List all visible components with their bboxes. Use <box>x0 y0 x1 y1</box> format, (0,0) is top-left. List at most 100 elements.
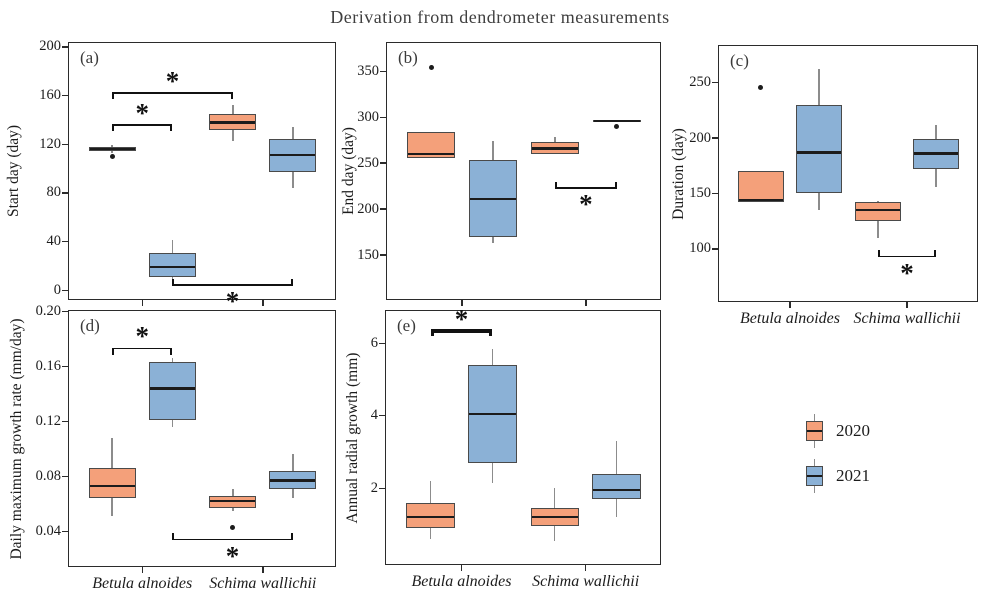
significance-bracket <box>112 347 173 350</box>
outlier-schima-wallichii-2020 <box>230 524 236 530</box>
significance-star: * <box>225 286 240 317</box>
whisker-upper-betula-alnoides-2021 <box>492 141 494 161</box>
significance-bracket-end <box>430 329 434 337</box>
y-tick <box>712 137 718 139</box>
outlier-betula-alnoides-2020 <box>758 84 764 90</box>
whisker-upper-betula-alnoides-2020 <box>429 480 432 503</box>
x-axis-label-schima-wallichii: Schima wallichii <box>532 573 640 590</box>
significance-star: * <box>900 257 914 288</box>
y-axis-title-b: End day (day) <box>340 127 357 215</box>
y-tick <box>380 162 386 164</box>
box-betula-alnoides-2020 <box>406 502 455 529</box>
y-tick-label: 200 <box>689 129 711 146</box>
significance-bracket-end <box>614 181 617 189</box>
whisker-upper-schima-wallichii-2020 <box>877 201 879 203</box>
box-schima-wallichii-2020 <box>855 202 901 222</box>
y-tick-label: 0.12 <box>35 412 61 429</box>
outlier-betula-alnoides-2020 <box>109 153 115 159</box>
whisker-upper-betula-alnoides-2021 <box>491 348 494 366</box>
y-tick-label: 150 <box>689 184 711 201</box>
significance-bracket <box>112 92 233 94</box>
whisker-upper-schima-wallichii-2021 <box>615 441 618 474</box>
significance-star: * <box>135 97 149 128</box>
y-tick-label: 2 <box>370 479 378 496</box>
whisker-upper-betula-alnoides-2021 <box>171 240 173 253</box>
panel-letter-a: (a) <box>80 48 99 67</box>
x-axis-label-schima-wallichii: Schima wallichii <box>853 310 961 327</box>
whisker-lower-betula-alnoides-2021 <box>171 419 173 427</box>
whisker-lower-schima-wallichii-2020 <box>232 507 234 511</box>
box-betula-alnoides-2021 <box>796 104 842 194</box>
y-tick <box>712 248 718 250</box>
significance-bracket-end <box>934 250 937 258</box>
x-axis-label-schima-wallichii: Schima wallichii <box>209 575 317 592</box>
y-tick <box>380 116 386 118</box>
median-betula-alnoides-2021 <box>469 412 516 416</box>
whisker-upper-betula-alnoides-2021 <box>171 358 173 363</box>
y-tick <box>380 208 386 210</box>
y-tick <box>62 240 68 243</box>
whisker-lower-schima-wallichii-2021 <box>292 172 294 189</box>
whisker-upper-schima-wallichii-2021 <box>935 124 937 140</box>
median-schima-wallichii-2020 <box>531 515 578 519</box>
whisker-lower-betula-alnoides-2021 <box>171 276 173 280</box>
panel-letter-d: (d) <box>80 316 100 335</box>
whisker-lower-betula-alnoides-2020 <box>429 528 432 539</box>
y-tick-label: 0.08 <box>35 467 61 484</box>
median-schima-wallichii-2021 <box>914 152 958 155</box>
significance-bracket-end <box>112 123 115 131</box>
significance-star: * <box>454 304 469 334</box>
whisker-lower-betula-alnoides-2021 <box>491 462 494 483</box>
boxplot-key-2021-icon <box>806 459 823 493</box>
whisker-lower-schima-wallichii-2020 <box>232 129 234 141</box>
whisker-upper-schima-wallichii-2020 <box>554 137 556 143</box>
y-tick-label: 6 <box>370 334 378 351</box>
median-betula-alnoides-2020 <box>89 484 135 488</box>
significance-star: * <box>165 66 180 97</box>
y-tick <box>380 254 386 256</box>
significance-bracket-end <box>170 123 173 131</box>
x-tick <box>461 300 463 306</box>
legend-whisker-top <box>813 414 816 421</box>
y-tick-label: 250 <box>689 74 711 91</box>
median-betula-alnoides-2020 <box>408 152 455 156</box>
y-tick <box>379 415 385 417</box>
y-tick-label: 250 <box>357 154 379 171</box>
y-tick-label: 40 <box>46 233 62 250</box>
y-tick <box>62 530 68 532</box>
outlier-schima-wallichii-2021 <box>614 123 620 129</box>
median-betula-alnoides-2020 <box>739 198 783 202</box>
whisker-lower-schima-wallichii-2020 <box>553 526 556 541</box>
y-tick-label: 0 <box>53 281 61 298</box>
median-schima-wallichii-2020 <box>210 499 256 503</box>
whisker-lower-schima-wallichii-2021 <box>935 169 937 187</box>
significance-bracket-end <box>555 181 557 189</box>
significance-bracket <box>172 284 293 287</box>
median-schima-wallichii-2021 <box>270 479 316 482</box>
legend-label-2021: 2021 <box>836 466 870 485</box>
legend-median-line <box>807 429 822 432</box>
whisker-lower-schima-wallichii-2021 <box>615 499 618 518</box>
panel-letter-e: (e) <box>397 316 416 335</box>
median-betula-alnoides-2021 <box>149 265 195 269</box>
whisker-lower-schima-wallichii-2021 <box>292 488 294 499</box>
y-tick-label: 0.04 <box>35 522 61 539</box>
significance-bracket <box>555 187 617 189</box>
x-tick <box>584 565 587 571</box>
significance-bracket <box>172 538 293 541</box>
x-tick <box>262 300 264 306</box>
y-tick-label: 4 <box>370 407 378 424</box>
median-schima-wallichii-2021 <box>593 488 640 492</box>
y-tick <box>62 420 68 422</box>
median-betula-alnoides-2020 <box>407 515 454 519</box>
box-betula-alnoides-2020 <box>738 171 784 203</box>
significance-bracket-end <box>112 347 115 355</box>
whisker-lower-betula-alnoides-2020 <box>111 498 113 517</box>
median-schima-wallichii-2020 <box>210 121 256 124</box>
whisker-upper-betula-alnoides-2021 <box>818 69 820 105</box>
box-betula-alnoides-2021 <box>148 252 196 277</box>
significance-star: * <box>579 188 593 219</box>
box-schima-wallichii-2021 <box>592 473 641 500</box>
significance-bracket <box>112 123 173 126</box>
